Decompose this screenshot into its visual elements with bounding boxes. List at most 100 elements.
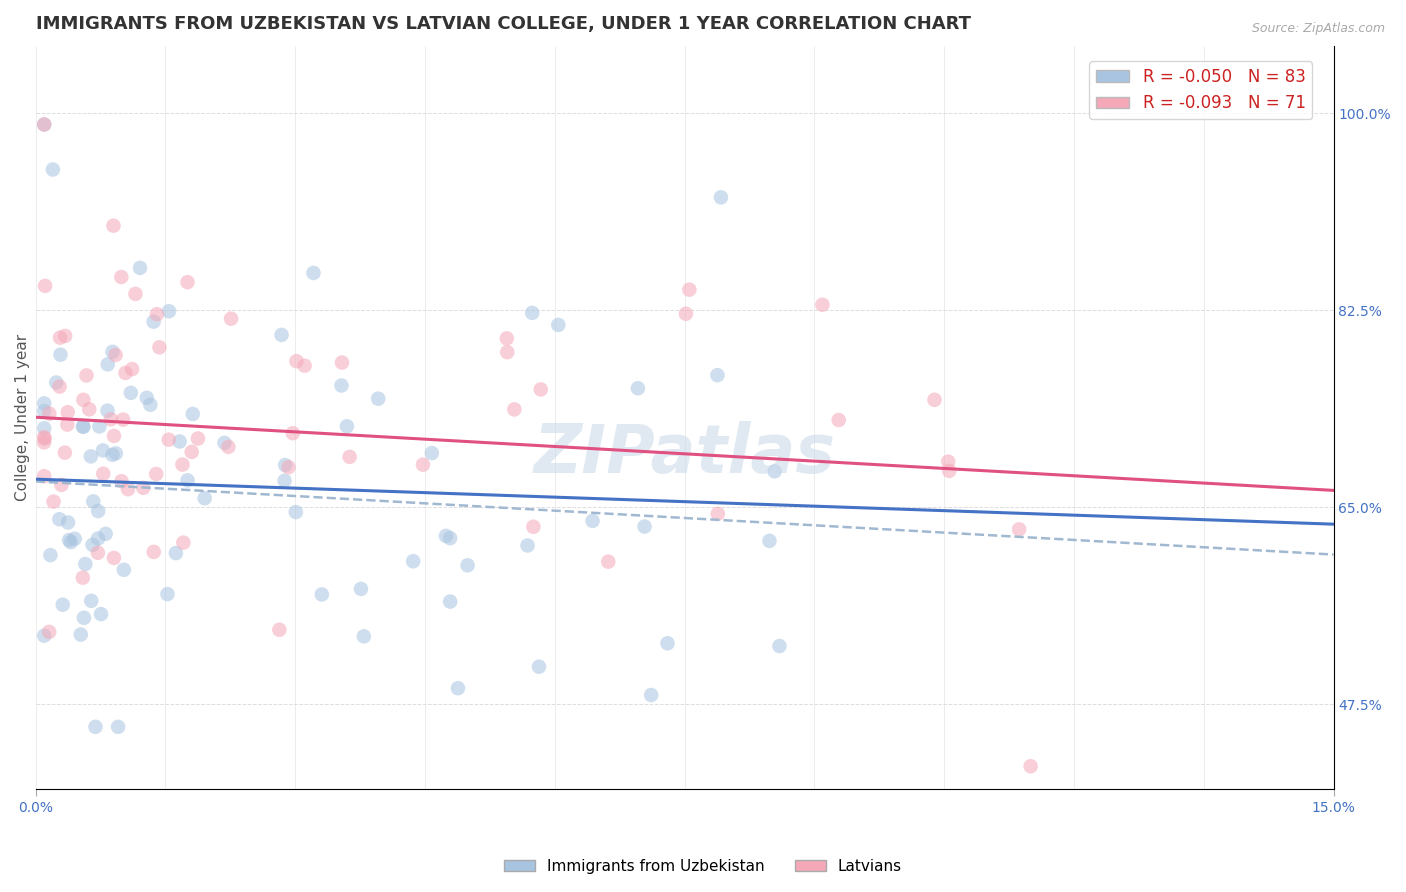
Point: [768, 639, 790, 653]
Point: [89, 419, 111, 434]
Point: [32, 118, 55, 132]
Point: [350, 582, 373, 596]
Point: [129, 260, 152, 275]
Point: [101, 344, 124, 359]
Point: [91, 467, 114, 481]
Y-axis label: College, Under 1 year: College, Under 1 year: [15, 334, 30, 500]
Point: [172, 535, 194, 549]
Point: [457, 558, 479, 573]
Point: [336, 419, 359, 434]
Point: [72, 419, 94, 434]
Point: [277, 460, 299, 475]
Point: [103, 219, 125, 233]
Point: [811, 298, 834, 312]
Point: [124, 286, 146, 301]
Point: [180, 445, 202, 459]
Point: [439, 531, 461, 545]
Point: [284, 505, 307, 519]
Point: [217, 440, 239, 454]
Point: [56, 516, 79, 530]
Point: [75, 557, 97, 571]
Point: [91, 443, 114, 458]
Point: [38, 407, 60, 421]
Point: [107, 720, 129, 734]
Point: [302, 266, 325, 280]
Legend: Immigrants from Uzbekistan, Latvians: Immigrants from Uzbekistan, Latvians: [498, 853, 908, 880]
Point: [495, 331, 517, 345]
Legend: R = -0.050   N = 83, R = -0.093   N = 71: R = -0.050 N = 83, R = -0.093 N = 71: [1090, 62, 1312, 120]
Point: [132, 481, 155, 495]
Point: [112, 412, 135, 426]
Point: [110, 270, 132, 285]
Point: [165, 546, 187, 560]
Point: [274, 458, 297, 472]
Point: [176, 473, 198, 487]
Point: [103, 550, 125, 565]
Point: [294, 359, 316, 373]
Point: [56, 405, 79, 419]
Point: [828, 413, 851, 427]
Point: [547, 318, 569, 332]
Point: [39, 548, 62, 562]
Point: [522, 520, 544, 534]
Point: [924, 392, 946, 407]
Point: [32, 430, 55, 444]
Point: [758, 533, 780, 548]
Point: [96, 403, 118, 417]
Point: [627, 381, 650, 395]
Text: ZIPatlas: ZIPatlas: [533, 421, 835, 487]
Point: [32, 404, 55, 418]
Point: [104, 446, 127, 460]
Point: [530, 383, 553, 397]
Point: [49, 348, 72, 362]
Point: [45, 376, 67, 390]
Point: [675, 307, 697, 321]
Point: [706, 368, 728, 383]
Point: [53, 329, 76, 343]
Point: [63, 532, 86, 546]
Point: [52, 598, 75, 612]
Point: [87, 504, 110, 518]
Point: [598, 555, 620, 569]
Point: [80, 594, 103, 608]
Point: [94, 526, 117, 541]
Point: [97, 357, 120, 371]
Point: [87, 532, 110, 546]
Point: [169, 434, 191, 449]
Point: [82, 494, 104, 508]
Point: [101, 448, 124, 462]
Point: [219, 311, 242, 326]
Point: [48, 512, 70, 526]
Point: [281, 426, 304, 441]
Point: [146, 307, 169, 321]
Point: [330, 378, 353, 392]
Point: [69, 627, 91, 641]
Point: [187, 432, 209, 446]
Point: [103, 429, 125, 443]
Point: [285, 354, 308, 368]
Point: [1008, 522, 1031, 536]
Point: [34, 432, 56, 446]
Point: [139, 398, 162, 412]
Point: [114, 366, 136, 380]
Point: [42, 494, 65, 508]
Point: [110, 474, 132, 488]
Point: [32, 469, 55, 483]
Point: [82, 538, 104, 552]
Point: [657, 636, 679, 650]
Text: IMMIGRANTS FROM UZBEKISTAN VS LATVIAN COLLEGE, UNDER 1 YEAR CORRELATION CHART: IMMIGRANTS FROM UZBEKISTAN VS LATVIAN CO…: [35, 15, 970, 33]
Point: [172, 458, 194, 472]
Point: [142, 315, 165, 329]
Point: [633, 519, 655, 533]
Point: [402, 554, 425, 568]
Point: [76, 368, 98, 383]
Point: [59, 535, 82, 549]
Point: [176, 275, 198, 289]
Point: [142, 545, 165, 559]
Point: [434, 529, 457, 543]
Point: [581, 514, 603, 528]
Point: [678, 283, 700, 297]
Point: [32, 435, 55, 450]
Point: [77, 402, 100, 417]
Point: [72, 392, 94, 407]
